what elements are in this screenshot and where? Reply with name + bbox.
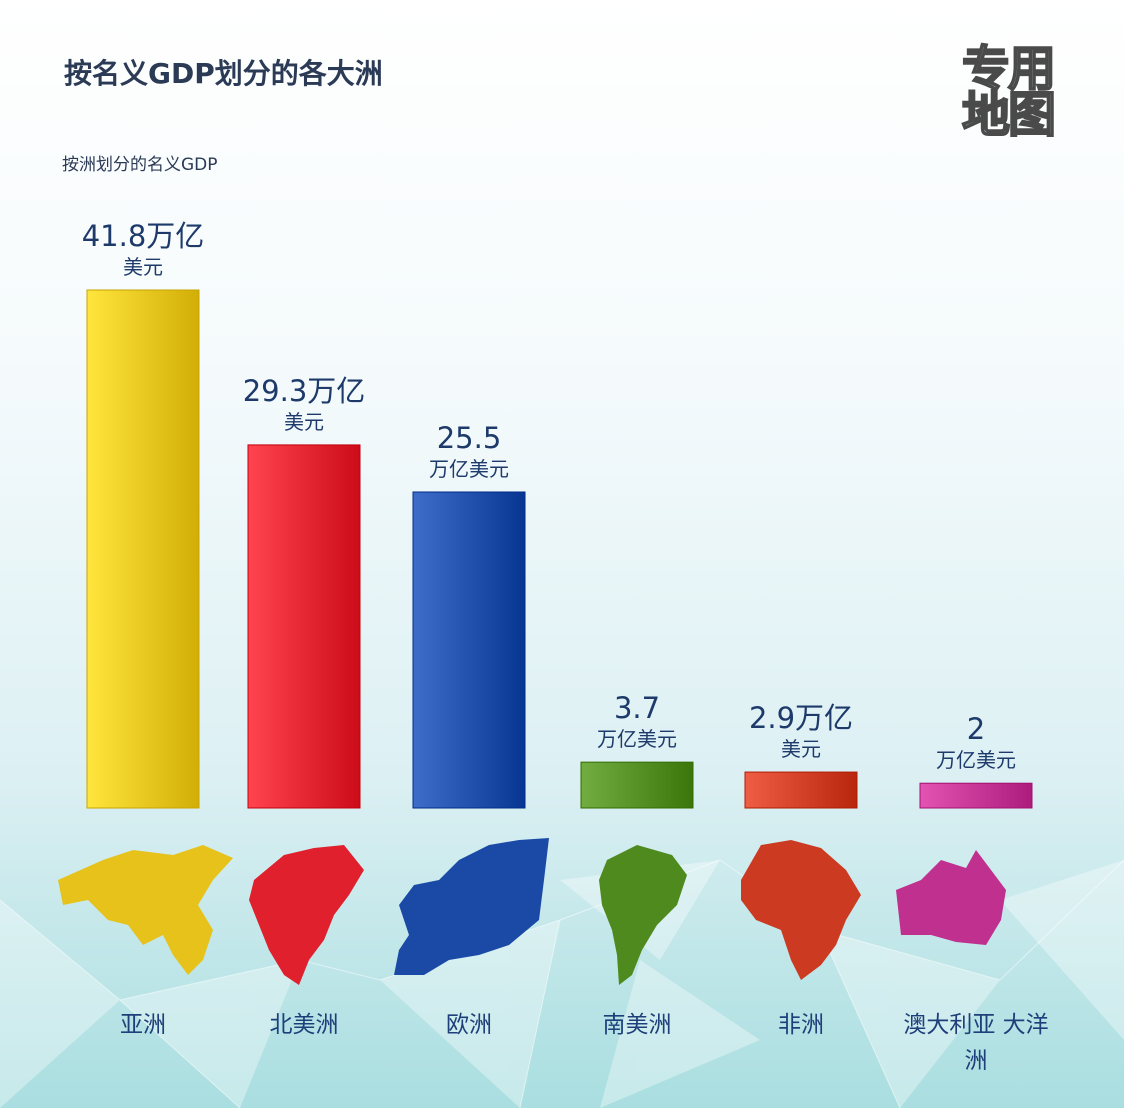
africa-map-icon — [741, 840, 861, 980]
value-label-4: 2.9万亿 — [749, 701, 853, 735]
bar-4 — [744, 771, 858, 809]
north-america-map-icon — [249, 845, 364, 985]
chart-subtitle: 按洲划分的名义GDP — [62, 155, 218, 175]
category-label-3: 南美洲 — [603, 1012, 672, 1038]
category-label-1: 北美洲 — [270, 1012, 339, 1038]
bar-5 — [919, 782, 1033, 809]
bar-2 — [412, 491, 526, 809]
category-label-4: 非洲 — [778, 1012, 824, 1038]
value-unit-label-5: 万亿美元 — [936, 748, 1016, 772]
oceania-map-icon — [896, 850, 1006, 945]
logo-line-1: 专用 — [961, 41, 1057, 97]
bar-3 — [580, 761, 694, 809]
south-america-map-icon — [599, 845, 687, 985]
value-label-5: 2 — [967, 712, 985, 746]
logo-line-2: 地图 — [961, 87, 1057, 143]
category-label-0: 亚洲 — [120, 1012, 166, 1038]
logo: 专用 地图 — [950, 41, 1066, 143]
category-label-5-line-1: 洲 — [965, 1048, 988, 1074]
category-label-5: 澳大利亚 大洋 — [903, 1012, 1048, 1038]
bar-1 — [247, 444, 361, 809]
value-unit-label-1: 美元 — [284, 410, 324, 434]
value-unit-label-4: 美元 — [781, 737, 821, 761]
value-unit-label-0: 美元 — [123, 255, 163, 279]
asia-map-icon — [58, 845, 233, 975]
value-label-2: 25.5 — [437, 421, 502, 455]
value-label-3: 3.7 — [614, 691, 660, 725]
value-unit-label-2: 万亿美元 — [429, 457, 509, 481]
bar-0 — [86, 289, 200, 809]
chart-title: 按名义GDP划分的各大洲 — [64, 57, 383, 90]
europe-map-icon — [394, 838, 549, 975]
category-label-2: 欧洲 — [446, 1012, 492, 1038]
value-label-0: 41.8万亿 — [82, 219, 205, 253]
value-unit-label-3: 万亿美元 — [597, 727, 677, 751]
value-label-1: 29.3万亿 — [243, 374, 366, 408]
